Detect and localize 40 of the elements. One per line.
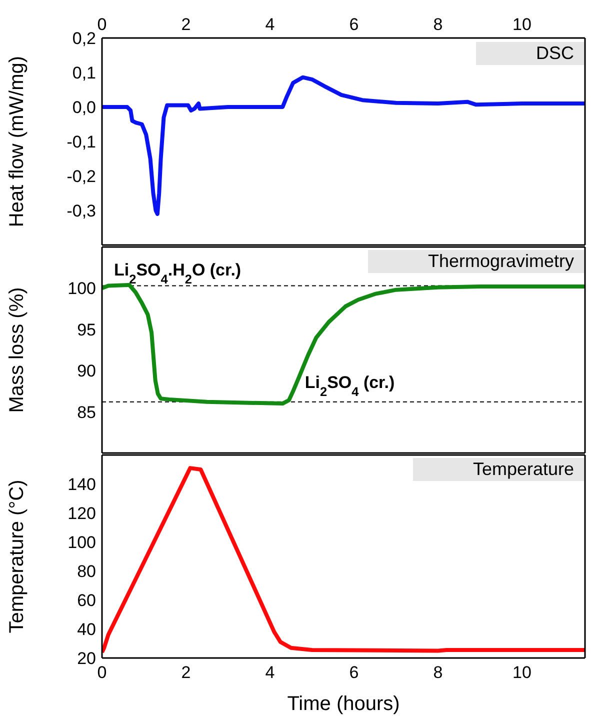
y-tick-label: 95 [77, 320, 96, 340]
y-tick-label: 80 [77, 562, 96, 582]
x-axis-title: Time (hours) [287, 693, 400, 715]
x2-tick-label: 4 [265, 15, 275, 34]
y-axis-title: Heat flow (mW/mg) [6, 56, 28, 228]
y-tick-label: 60 [77, 591, 96, 610]
label-box: DSC [476, 42, 584, 65]
ref-line-label: Li$_{2}$SO$_{4}$.H$_{2}$O (cr.) [114, 260, 242, 286]
x-tick-label: 4 [265, 663, 275, 682]
ref-line-label: Li$_{2}$SO$_{4}$ (cr.) [304, 372, 395, 398]
x2-tick-label: 8 [433, 15, 443, 34]
line-series [102, 75, 585, 216]
y-tick-label: -0,2 [66, 167, 96, 186]
y-tick-label: 40 [77, 620, 96, 640]
y-tick-label: 120 [68, 504, 96, 524]
x-tick-label: 8 [433, 663, 443, 682]
y-tick-label: 100 [68, 279, 96, 298]
x2-tick-label: 10 [512, 15, 532, 34]
x-tick-label: 2 [181, 663, 191, 682]
label-box: Temperature [412, 458, 584, 481]
y-axis-title: Mass loss (%) [6, 287, 28, 413]
x2-tick-label: 2 [181, 15, 191, 34]
x-tick-label: 10 [512, 663, 532, 682]
line-series [102, 282, 585, 406]
x2-tick-label: 6 [349, 15, 359, 34]
y-tick-label: 20 [77, 649, 96, 668]
y-tick-label: 140 [68, 475, 96, 494]
y-axis-title: Temperature (°C) [6, 480, 28, 634]
y-tick-label: 0,1 [72, 64, 96, 83]
y-tick-label: 0,2 [72, 29, 96, 48]
y-tick-label: 85 [77, 402, 96, 422]
x-tick-label: 6 [349, 663, 359, 682]
y-tick-label: 90 [77, 362, 96, 381]
label-box: Thermogravimetry [368, 250, 584, 273]
y-tick-label: -0,1 [66, 132, 96, 152]
y-tick-label: -0,3 [66, 202, 96, 221]
x2-tick-label: 0 [97, 15, 107, 34]
y-tick-label: 0,0 [72, 98, 96, 118]
y-tick-label: 100 [68, 533, 96, 552]
x-tick-label: 0 [97, 663, 107, 682]
